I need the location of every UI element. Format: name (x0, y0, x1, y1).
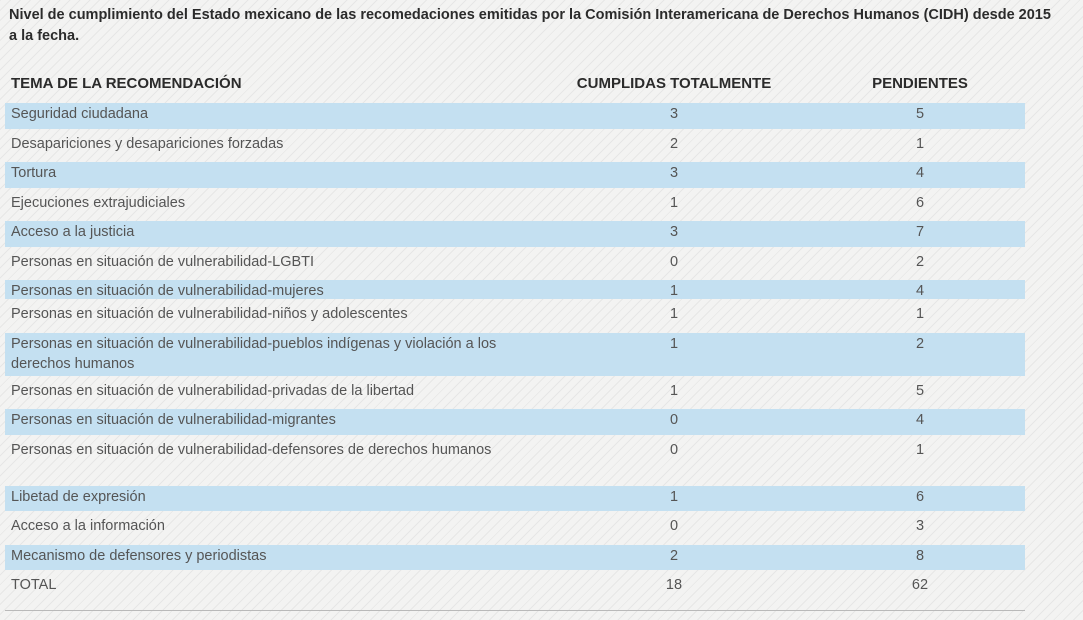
cell-completed: 0 (669, 253, 679, 270)
cell-theme: Acceso a la información (11, 518, 165, 534)
table-row: Personas en situación de vulnerabilidad-… (0, 407, 1083, 437)
cell-pending: 6 (915, 194, 925, 211)
row-highlight (5, 280, 1025, 299)
cell-completed: 3 (669, 165, 679, 181)
cell-completed: 2 (669, 547, 679, 564)
table-row: Personas en situación de vulnerabilidad-… (0, 378, 1083, 408)
table-row: Personas en situación de vulnerabilidad-… (0, 331, 1083, 378)
cell-theme: Personas en situación de vulnerabilidad-… (11, 412, 336, 428)
row-highlight (5, 332, 1025, 376)
table-body: Seguridad ciudadana 3 5 Desapariciones y de… (0, 101, 1083, 602)
cell-theme: Acceso a la justicia (11, 224, 135, 240)
cell-pending: 1 (915, 135, 925, 152)
cell-pending: 6 (915, 488, 925, 505)
table-bottom-rule (5, 610, 1025, 611)
table-row: Seguridad ciudadana 3 5 (0, 101, 1083, 131)
cell-completed: 2 (669, 135, 679, 152)
cell-theme: Personas en situación de vulnerabilidad-… (11, 335, 497, 372)
cell-theme: Mecanismo de defensores y periodistas (11, 547, 267, 564)
cell-theme: Personas en situación de vulnerabilidad-… (11, 283, 324, 299)
table-row: Acceso a la información 0 3 (0, 513, 1083, 543)
table-title: Nivel de cumplimiento del Estado mexican… (9, 7, 1051, 44)
cell-completed: 1 (669, 306, 679, 322)
cell-completed: 18 (665, 577, 683, 593)
cell-theme: Personas en situación de vulnerabilidad-… (11, 382, 415, 399)
cell-theme: Libetad de expresión (11, 488, 146, 505)
cell-completed: 1 (669, 488, 679, 505)
cell-theme: Personas en situación de vulnerabilidad-… (11, 441, 492, 458)
table-row: Libetad de expresión 1 6 (0, 484, 1083, 514)
header-pending: PENDIENTES (872, 75, 968, 92)
cell-pending: 3 (915, 518, 925, 534)
row-highlight (5, 485, 1025, 511)
cell-completed: 1 (669, 194, 679, 211)
table-row: Personas en situación de vulnerabilidad-… (0, 249, 1083, 279)
cell-completed: 1 (669, 382, 679, 399)
cell-theme: Seguridad ciudadana (11, 106, 149, 122)
cell-completed: 0 (669, 441, 679, 458)
cell-pending: 2 (915, 335, 925, 352)
cell-pending: 1 (915, 441, 925, 458)
cell-completed: 3 (669, 106, 679, 122)
row-highlight (5, 221, 1025, 247)
cell-pending: 4 (915, 165, 925, 181)
cell-theme: Ejecuciones extrajudiciales (11, 194, 186, 211)
cell-pending: 1 (915, 306, 925, 322)
cell-theme: Personas en situación de vulnerabilidad-… (11, 253, 315, 270)
table-row: Desapariciones y desapariciones forzadas… (0, 131, 1083, 161)
cell-pending: 62 (911, 577, 929, 593)
cell-completed: 0 (669, 412, 679, 428)
header-theme: TEMA DE LA RECOMENDACIÓN (11, 75, 242, 92)
table-row: Mecanismo de defensores y periodistas 2 8 (0, 543, 1083, 573)
cell-completed: 0 (669, 518, 679, 534)
cell-pending: 4 (915, 412, 925, 428)
cell-theme: TOTAL (11, 577, 57, 593)
table-row: Tortura 3 4 (0, 160, 1083, 190)
table-row: Personas en situación de vulnerabilidad-… (0, 278, 1083, 301)
row-highlight (5, 544, 1025, 570)
header-completed: CUMPLIDAS TOTALMENTE (576, 75, 772, 92)
table-row: Personas en situación de vulnerabilidad-… (0, 437, 1083, 484)
cell-theme: Personas en situación de vulnerabilidad-… (11, 306, 408, 322)
table-row: Acceso a la justicia 3 7 (0, 219, 1083, 249)
cell-theme: Tortura (11, 165, 57, 181)
cell-theme: Desapariciones y desapariciones forzadas (11, 135, 284, 152)
cell-pending: 5 (915, 106, 925, 122)
row-highlight (5, 103, 1025, 129)
cell-pending: 7 (915, 224, 925, 240)
row-highlight (5, 162, 1025, 188)
cell-pending: 4 (915, 283, 925, 299)
cell-pending: 2 (915, 253, 925, 270)
cell-pending: 5 (915, 382, 925, 399)
cell-pending: 8 (915, 547, 925, 564)
table-header: TEMA DE LA RECOMENDACIÓN CUMPLIDAS TOTAL… (0, 72, 1083, 96)
row-highlight (5, 409, 1025, 435)
table-row: Ejecuciones extrajudiciales 1 6 (0, 190, 1083, 220)
cell-completed: 1 (669, 283, 679, 299)
cell-completed: 3 (669, 224, 679, 240)
table-row: Personas en situación de vulnerabilidad-… (0, 301, 1083, 331)
table-total-row: TOTAL 18 62 (0, 572, 1083, 602)
cell-completed: 1 (669, 335, 679, 352)
